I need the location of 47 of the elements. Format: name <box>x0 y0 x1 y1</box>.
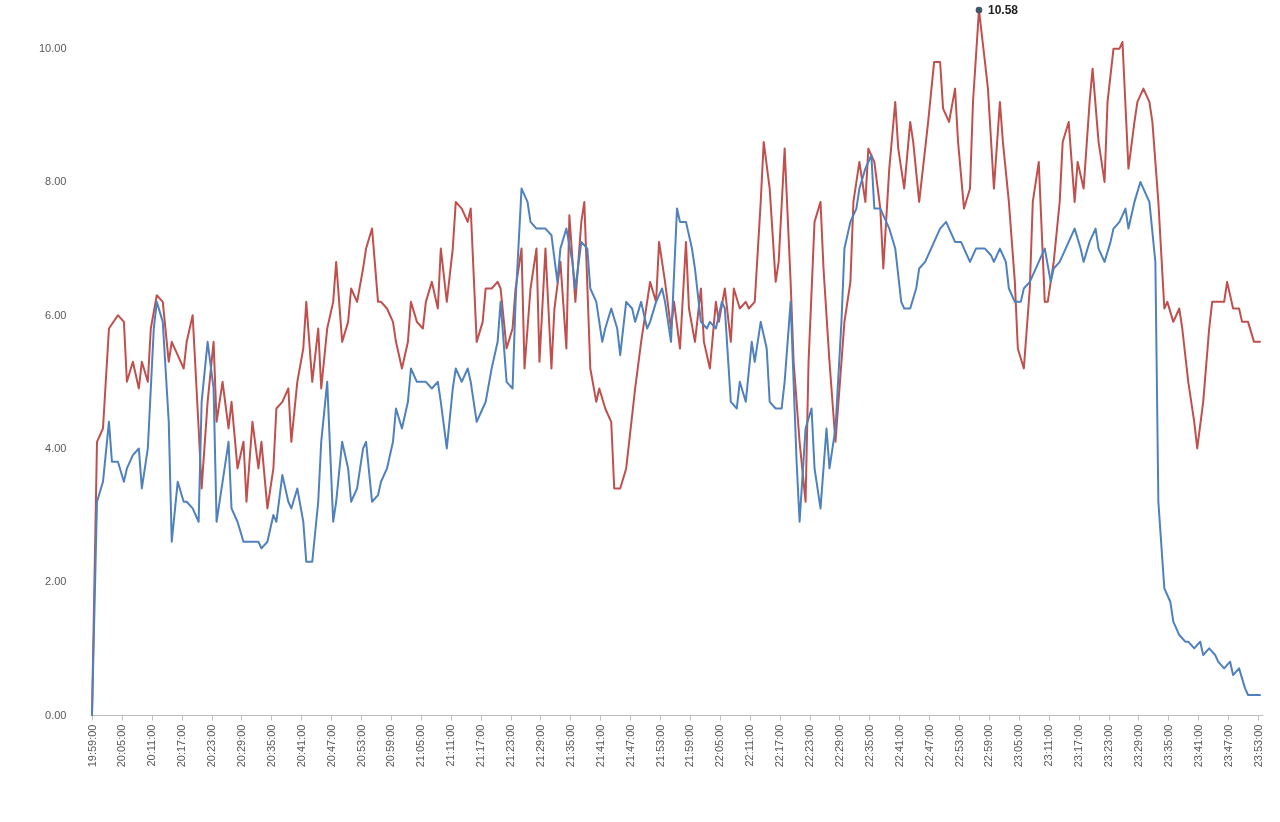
x-tick-label: 21:59:00 <box>683 724 696 768</box>
x-tick-label: 22:59:00 <box>982 724 995 768</box>
x-tick-label: 21:05:00 <box>414 724 427 768</box>
x-tick-label: 23:53:00 <box>1251 724 1264 768</box>
x-tick-label: 22:53:00 <box>952 724 965 768</box>
y-tick-label: 2.00 <box>45 575 67 588</box>
x-tick-label: 20:05:00 <box>115 724 128 768</box>
x-tick-label: 22:11:00 <box>743 724 756 767</box>
x-tick-label: 23:29:00 <box>1131 724 1144 768</box>
x-tick-label: 20:23:00 <box>205 724 218 768</box>
x-tick-label: 23:47:00 <box>1221 724 1234 768</box>
x-tick-label: 20:29:00 <box>234 724 247 768</box>
x-tick-label: 20:35:00 <box>264 724 277 768</box>
y-tick-label: 4.00 <box>45 441 67 454</box>
x-tick-label: 22:17:00 <box>773 724 786 768</box>
x-tick-label: 21:35:00 <box>563 724 576 768</box>
x-tick-label: 21:11:00 <box>444 724 457 767</box>
x-tick-label: 20:53:00 <box>354 724 367 768</box>
y-tick-label: 6.00 <box>45 308 67 321</box>
x-tick-label: 22:47:00 <box>922 724 935 768</box>
x-tick-label: 20:17:00 <box>175 724 188 768</box>
x-tick-label: 23:05:00 <box>1012 724 1025 768</box>
x-tick-label: 20:59:00 <box>384 724 397 768</box>
x-tick-label: 23:11:00 <box>1042 724 1055 767</box>
y-tick-label: 10.00 <box>38 42 67 55</box>
x-tick-label: 22:29:00 <box>832 724 845 768</box>
x-tick-label: 23:41:00 <box>1191 724 1204 768</box>
x-tick-label: 21:23:00 <box>504 724 517 768</box>
x-tick-label: 21:29:00 <box>533 724 546 768</box>
x-tick-label: 23:23:00 <box>1102 724 1115 768</box>
x-tick-label: 22:41:00 <box>892 724 905 768</box>
x-tick-label: 21:17:00 <box>474 724 487 768</box>
x-tick-label: 20:47:00 <box>324 724 337 768</box>
x-tick-label: 22:35:00 <box>862 724 875 768</box>
x-tick-label: 20:41:00 <box>294 724 307 768</box>
x-tick-label: 21:41:00 <box>593 724 606 768</box>
x-tick-label: 22:05:00 <box>713 724 726 768</box>
y-tick-label: 0.00 <box>45 708 67 721</box>
x-tick-label: 21:47:00 <box>623 724 636 768</box>
x-tick-label: 21:53:00 <box>653 724 666 768</box>
x-tick-label: 20:11:00 <box>145 724 158 767</box>
annotation: 10.58 <box>987 3 1019 17</box>
x-tick-label: 23:35:00 <box>1161 724 1174 768</box>
y-tick-label: 8.00 <box>45 175 67 188</box>
x-tick-label: 23:17:00 <box>1072 724 1085 768</box>
x-tick-label: 19:59:00 <box>85 724 98 768</box>
x-tick-label: 22:23:00 <box>803 724 816 768</box>
